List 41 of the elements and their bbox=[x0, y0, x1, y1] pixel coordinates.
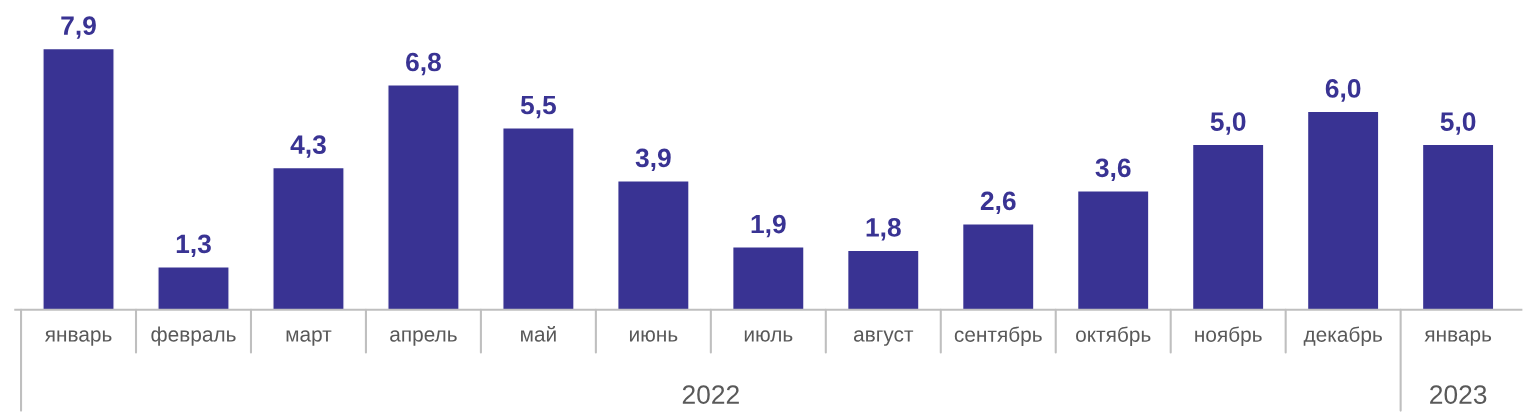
text: 2022 bbox=[682, 385, 739, 404]
bar bbox=[157, 266, 230, 310]
x-tick-label: август bbox=[853, 330, 914, 346]
bar bbox=[846, 249, 920, 310]
bar bbox=[1191, 143, 1265, 310]
data-label: 5,0 bbox=[1210, 112, 1246, 135]
x-tick-label: ноябрь bbox=[1195, 326, 1262, 347]
data-label: 5,0 bbox=[1440, 112, 1476, 135]
data-label: 1,8 bbox=[866, 218, 901, 241]
x-tick-label: февраль bbox=[151, 326, 236, 346]
data-label: 7,9 bbox=[61, 16, 96, 39]
bar bbox=[1076, 190, 1150, 310]
bar bbox=[617, 180, 690, 310]
data-label: 2,6 bbox=[980, 191, 1016, 215]
data-label: 4,3 bbox=[290, 135, 326, 158]
x-tick-label: октябрь bbox=[1076, 326, 1151, 347]
bar bbox=[272, 166, 345, 310]
bar bbox=[1306, 110, 1380, 310]
x-tick-label: апрель bbox=[390, 330, 457, 346]
x-tick-label: сентябрь bbox=[954, 326, 1042, 347]
data-label: 3,9 bbox=[635, 148, 671, 172]
x-tick-label: март bbox=[286, 330, 332, 346]
bar bbox=[387, 84, 460, 310]
data-label: 6,0 bbox=[1325, 79, 1361, 102]
x-tick-label: январь bbox=[1424, 330, 1492, 346]
text: 2023 bbox=[1430, 385, 1487, 404]
data-label: 1,9 bbox=[751, 214, 786, 238]
bar bbox=[961, 223, 1035, 310]
bar bbox=[42, 47, 115, 310]
data-label: 6,8 bbox=[406, 52, 441, 76]
x-tick-label: май bbox=[521, 326, 556, 342]
x-tick-label: декабрь bbox=[1303, 326, 1382, 347]
x-tick-label: январь bbox=[44, 330, 112, 346]
bar bbox=[1421, 143, 1495, 310]
x-tick-label: июль bbox=[744, 330, 793, 342]
data-label: 5,5 bbox=[520, 95, 556, 119]
data-label: 1,3 bbox=[176, 234, 211, 258]
x-tick-label: июнь bbox=[629, 330, 678, 342]
bar bbox=[502, 127, 575, 310]
bar bbox=[731, 246, 805, 310]
data-label: 3,6 bbox=[1095, 158, 1131, 181]
